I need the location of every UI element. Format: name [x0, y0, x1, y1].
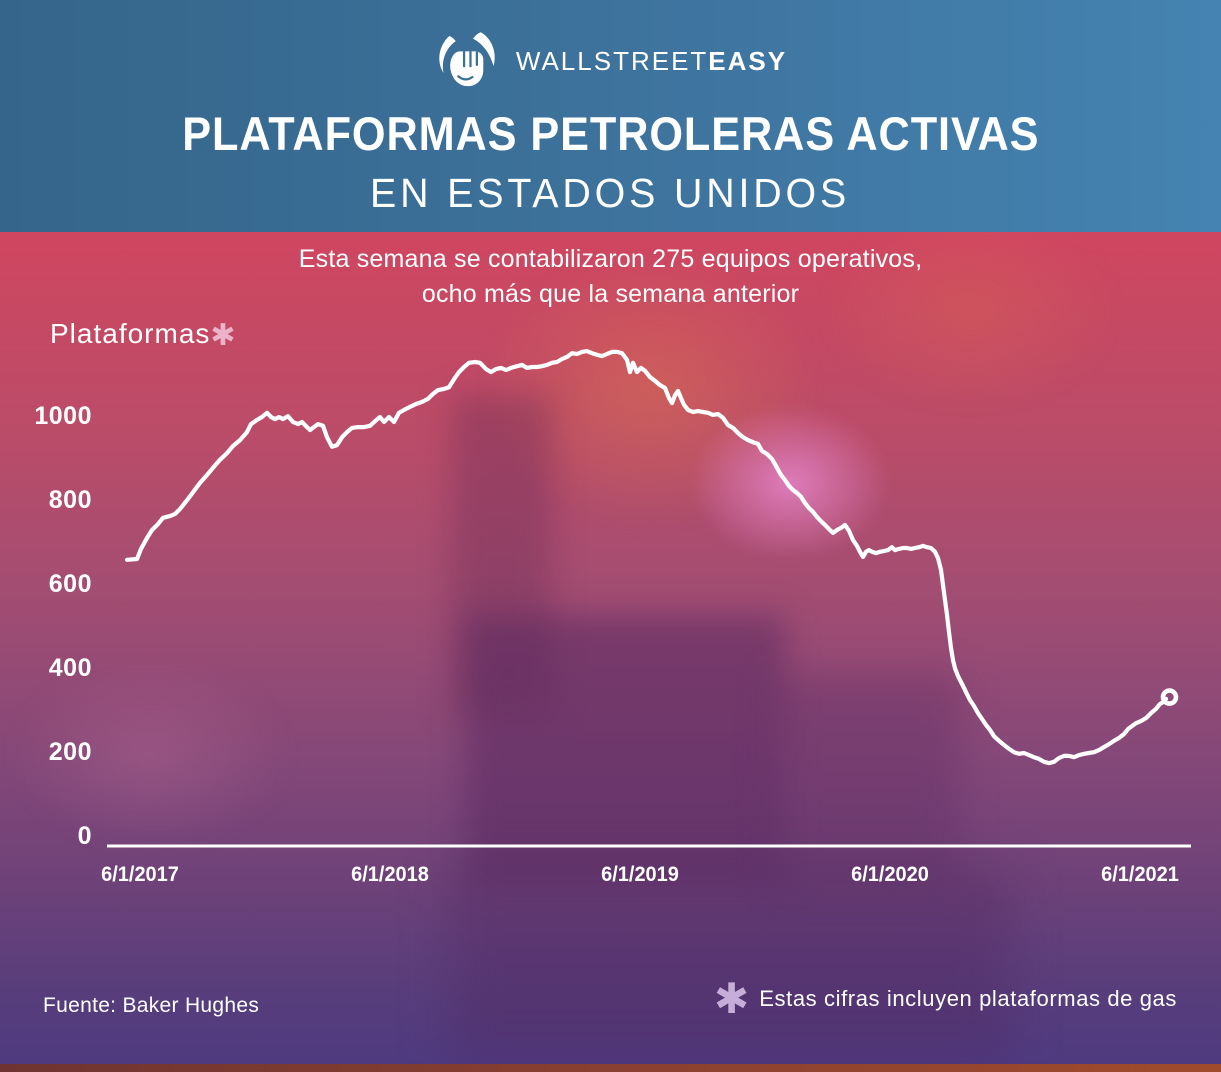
x-tick-label: 6/1/2017 [101, 863, 179, 886]
intro-text: Esta semana se contabilizaron 275 equipo… [0, 242, 1221, 312]
y-tick-label: 0 [77, 821, 92, 850]
y-tick-label: 400 [48, 653, 92, 682]
y-axis-unit-label: Plataformas✱ [50, 318, 237, 353]
brand-name-light: WALLSTREET [515, 45, 709, 76]
y-tick-label: 600 [48, 569, 92, 598]
page-title: PLATAFORMAS PETROLERAS ACTIVAS [181, 107, 1040, 160]
x-tick-label: 6/1/2019 [601, 863, 679, 886]
footnote-text: Estas cifras incluyen plataformas de gas [759, 986, 1177, 1011]
bottom-accent-strip [0, 1064, 1221, 1072]
rig-count-line [124, 349, 1169, 766]
y-tick-label: 800 [48, 485, 92, 514]
header-band: WALLSTREETEASY PLATAFORMAS PETROLERAS AC… [0, 0, 1221, 232]
last-point-marker [1160, 688, 1179, 706]
footnote: ✱ Estas cifras incluyen plataformas de g… [714, 978, 1177, 1020]
brand-name-bold: EASY [708, 45, 788, 76]
x-tick-label: 6/1/2018 [351, 863, 429, 886]
y-axis-labels: 1000 800 600 400 200 0 [0, 0, 92, 1072]
x-tick-label: 6/1/2021 [1101, 863, 1179, 886]
footnote-asterisk-big-icon: ✱ [714, 975, 750, 1022]
y-tick-label: 200 [48, 737, 92, 766]
unit-label-text: Plataformas [50, 318, 211, 349]
page-subtitle: EN ESTADOS UNIDOS [370, 170, 851, 216]
x-axis-labels: 6/1/2017 6/1/2018 6/1/2019 6/1/2020 6/1/2021 [0, 863, 1221, 893]
source-credit: Fuente: Baker Hughes [43, 994, 260, 1017]
intro-line-1: Esta semana se contabilizaron 275 equipo… [298, 245, 923, 273]
x-tick-label: 6/1/2020 [851, 863, 929, 886]
bull-fist-icon [439, 32, 495, 87]
brand-logo: WALLSTREETEASY [434, 26, 787, 96]
y-tick-label: 1000 [34, 401, 92, 430]
intro-line-2: ocho más que la semana anterior [421, 280, 800, 308]
brand-name: WALLSTREETEASY [516, 46, 787, 77]
footnote-asterisk-icon: ✱ [210, 319, 237, 352]
